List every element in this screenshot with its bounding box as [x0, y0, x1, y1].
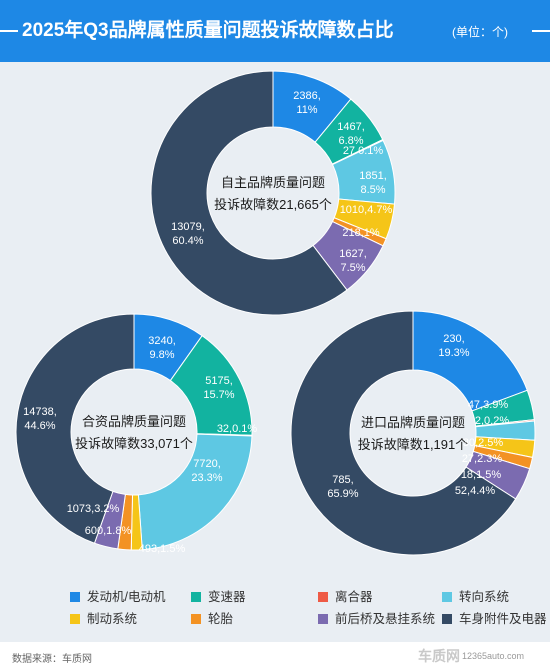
- header-left-dash: [0, 30, 18, 32]
- data-label-tire: 18,1.5%: [461, 469, 502, 481]
- legend-item-tire: 轮胎: [191, 610, 233, 628]
- unit-label: (单位：个): [452, 25, 508, 39]
- data-label-body-electrical: 14738, 44.6%: [23, 406, 57, 432]
- center-label-line2: 投诉故障数33,071个: [75, 436, 193, 451]
- legend-label: 离合器: [335, 590, 373, 604]
- data-label-clutch: 27 0.1%: [343, 145, 384, 157]
- data-label-brake: 27,2.3%: [462, 453, 503, 465]
- legend-item-axle-suspension: 前后桥及悬挂系统: [318, 610, 435, 628]
- center-label-line2: 投诉故障数1,191个: [358, 437, 469, 452]
- legend-swatch: [191, 592, 201, 602]
- data-label-clutch: 2,0.2%: [475, 415, 509, 427]
- legend-item-body-electrical: 车身附件及电器: [442, 610, 547, 628]
- legend-label: 发动机/电动机: [87, 590, 166, 604]
- slice-body-electrical: [15, 313, 135, 544]
- legend-label: 制动系统: [87, 612, 138, 626]
- data-label-axle-suspension: 52,4.4%: [455, 485, 496, 497]
- data-label-engine: 2386, 11%: [293, 90, 321, 116]
- data-label-body-electrical: 13079, 60.4%: [171, 221, 205, 247]
- data-label-gearbox: 5175, 15.7%: [203, 375, 234, 401]
- legend-swatch: [70, 592, 80, 602]
- slice-engine: [412, 310, 528, 412]
- data-label-clutch: 32,0.1%: [217, 423, 258, 435]
- legend-swatch: [442, 592, 452, 602]
- legend-item-brake: 制动系统: [70, 610, 137, 628]
- slice-steering: [137, 433, 253, 551]
- center-label-line1: 进口品牌质量问题: [361, 415, 465, 430]
- legend-item-steering: 转向系统: [442, 588, 509, 606]
- legend-label: 轮胎: [208, 612, 234, 626]
- data-label-tire: 218,1%: [342, 227, 380, 239]
- legend-swatch: [70, 614, 80, 624]
- data-label-steering: 7720, 23.3%: [191, 458, 222, 484]
- data-label-steering: 1851, 8.5%: [359, 170, 387, 196]
- watermark-logo: 车质网: [418, 648, 460, 664]
- slice-body-electrical: [150, 70, 348, 316]
- data-label-tire: 600,1.8%: [85, 525, 132, 537]
- center-label-line1: 自主品牌质量问题: [221, 175, 325, 190]
- legend-swatch: [442, 614, 452, 624]
- data-label-gearbox: 47,3.9%: [468, 399, 509, 411]
- header-right-dash: [532, 30, 550, 32]
- watermark-site: 12365auto.com: [462, 651, 525, 661]
- data-source: 数据来源：车质网: [12, 654, 92, 665]
- data-label-body-electrical: 785, 65.9%: [327, 474, 358, 500]
- legend-item-engine: 发动机/电动机: [70, 588, 165, 606]
- data-label-axle-suspension: 1627, 7.5%: [339, 248, 367, 274]
- data-label-engine: 3240, 9.8%: [148, 335, 176, 361]
- data-label-steering: 30,2.5%: [463, 437, 504, 449]
- legend-swatch: [318, 614, 328, 624]
- data-label-brake: 493,1.5%: [139, 543, 186, 555]
- center-label-line1: 合资品牌质量问题: [82, 414, 186, 429]
- legend-swatch: [318, 592, 328, 602]
- data-label-axle-suspension: 1073,3.2%: [67, 503, 120, 515]
- center-label-line2: 投诉故障数21,665个: [214, 197, 332, 212]
- legend-swatch: [191, 614, 201, 624]
- chart-title: 2025年Q3品牌属性质量问题投诉故障数占比: [22, 20, 394, 41]
- data-label-brake: 1010,4.7%: [340, 204, 393, 216]
- footer: 数据来源：车质网 车质网 12365auto.com: [0, 642, 550, 672]
- legend: 发动机/电动机 变速器 离合器 转向系统制动系统 轮胎 前后桥及悬挂系统 车身附件及电器: [0, 582, 550, 642]
- legend-label: 车身附件及电器: [459, 612, 547, 626]
- legend-label: 变速器: [208, 590, 246, 604]
- legend-item-gearbox: 变速器: [191, 588, 246, 606]
- data-label-gearbox: 1467, 6.8%: [337, 121, 365, 147]
- slice-body-electrical: [290, 310, 517, 556]
- legend-label: 前后桥及悬挂系统: [335, 612, 436, 626]
- legend-label: 转向系统: [459, 590, 510, 604]
- data-label-engine: 230, 19.3%: [438, 333, 469, 359]
- legend-item-clutch: 离合器: [318, 588, 373, 606]
- header-bar: 2025年Q3品牌属性质量问题投诉故障数占比 (单位：个): [0, 0, 550, 62]
